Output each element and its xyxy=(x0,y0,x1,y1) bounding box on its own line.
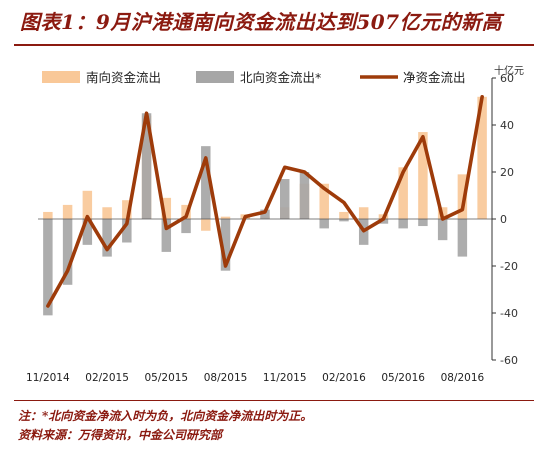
net-flow-point xyxy=(481,96,483,98)
southbound-bar xyxy=(319,183,329,219)
northbound-bar xyxy=(398,219,408,229)
northbound-bar xyxy=(220,219,231,271)
y-tick-label: 0 xyxy=(500,213,507,226)
y-tick-label: 40 xyxy=(500,119,514,132)
x-tick-label: 08/2015 xyxy=(204,372,248,384)
net-flow-point xyxy=(67,270,69,272)
northbound-bar xyxy=(141,113,152,219)
northbound-bar xyxy=(181,219,191,234)
net-flow-point xyxy=(303,171,306,173)
southbound-bar xyxy=(201,219,211,231)
net-flow-point xyxy=(106,248,108,251)
x-tick-label: 02/2016 xyxy=(322,372,366,384)
y-tick-label: -20 xyxy=(500,260,518,273)
net-flow-point xyxy=(86,216,88,218)
southbound-bar xyxy=(122,200,132,219)
y-tick-label: 60 xyxy=(500,72,514,85)
northbound-bar xyxy=(102,219,112,257)
net-flow-point xyxy=(442,218,444,220)
northbound-bar xyxy=(299,172,310,219)
northbound-bar xyxy=(378,219,389,224)
y-tick-label: -40 xyxy=(500,307,518,320)
northbound-bar xyxy=(161,219,172,252)
net-flow-point xyxy=(165,227,167,229)
y-tick-label: 20 xyxy=(500,166,514,179)
northbound-bar xyxy=(82,219,93,245)
northbound-bar xyxy=(280,179,290,219)
net-flow-point xyxy=(402,171,404,173)
net-flow-point xyxy=(185,216,187,218)
northbound-bar xyxy=(260,209,270,219)
legend-swatch-southbound xyxy=(42,71,80,83)
net-flow-point xyxy=(244,216,246,218)
notes-rule xyxy=(14,400,534,401)
northbound-bar xyxy=(457,219,468,257)
net-flow-point xyxy=(323,187,325,190)
legend-label-net: 净资金流出 xyxy=(403,70,466,85)
southbound-bar xyxy=(358,207,369,219)
northbound-bar xyxy=(319,219,329,229)
title-rule xyxy=(14,44,534,46)
southbound-bar xyxy=(398,167,408,219)
southbound-bar xyxy=(220,216,231,219)
net-flow-point xyxy=(461,209,463,211)
southbound-bar xyxy=(43,211,53,219)
net-flow-point xyxy=(205,157,207,159)
footnote: 注：*北向资金净流入时为负，北向资金净流出时为正。 xyxy=(18,409,313,423)
northbound-bar xyxy=(201,146,211,219)
legend-label-northbound: 北向资金流出* xyxy=(240,70,321,85)
northbound-bar xyxy=(43,219,53,316)
southbound-bar xyxy=(102,207,112,219)
northbound-bar xyxy=(437,219,448,241)
northbound-bar xyxy=(62,219,73,285)
net-flow-point xyxy=(47,305,49,307)
southbound-bar xyxy=(339,211,349,219)
net-flow-point xyxy=(382,218,385,220)
net-flow-line xyxy=(46,95,484,308)
net-flow-point xyxy=(343,201,345,204)
y-axis-unit: 十亿元 xyxy=(494,64,524,77)
x-tick-label: 05/2016 xyxy=(381,372,425,384)
southbound-bar xyxy=(161,197,172,219)
northbound-bar xyxy=(122,219,132,243)
net-flow-point xyxy=(422,136,424,138)
net-flow-point xyxy=(145,112,148,114)
chart-title: 图表1：9月沪港通南向资金流出达到507亿元的新高 xyxy=(20,10,503,34)
x-tick-label: 02/2015 xyxy=(85,372,129,384)
southbound-bar xyxy=(418,132,428,219)
northbound-bar xyxy=(339,219,349,222)
net-flow-point xyxy=(264,211,266,213)
southbound-bar xyxy=(477,96,487,219)
southbound-bar xyxy=(82,190,93,219)
x-tick-label: 05/2015 xyxy=(144,372,188,384)
x-tick-label: 08/2016 xyxy=(441,372,485,384)
legend-label-southbound: 南向资金流出 xyxy=(86,70,161,85)
net-flow-point xyxy=(224,265,227,267)
southbound-bar xyxy=(62,204,73,219)
net-flow-point xyxy=(363,230,365,232)
x-tick-label: 11/2015 xyxy=(263,372,307,384)
source-note: 资料来源：万得资讯，中金公司研究部 xyxy=(18,428,223,442)
legend-swatch-northbound xyxy=(196,71,234,83)
y-tick-label: -60 xyxy=(500,354,518,367)
net-flow-point xyxy=(126,223,128,225)
southbound-bar xyxy=(457,174,468,219)
northbound-bar xyxy=(418,219,428,227)
x-tick-label: 11/2014 xyxy=(26,372,70,384)
net-flow-point xyxy=(284,166,286,168)
